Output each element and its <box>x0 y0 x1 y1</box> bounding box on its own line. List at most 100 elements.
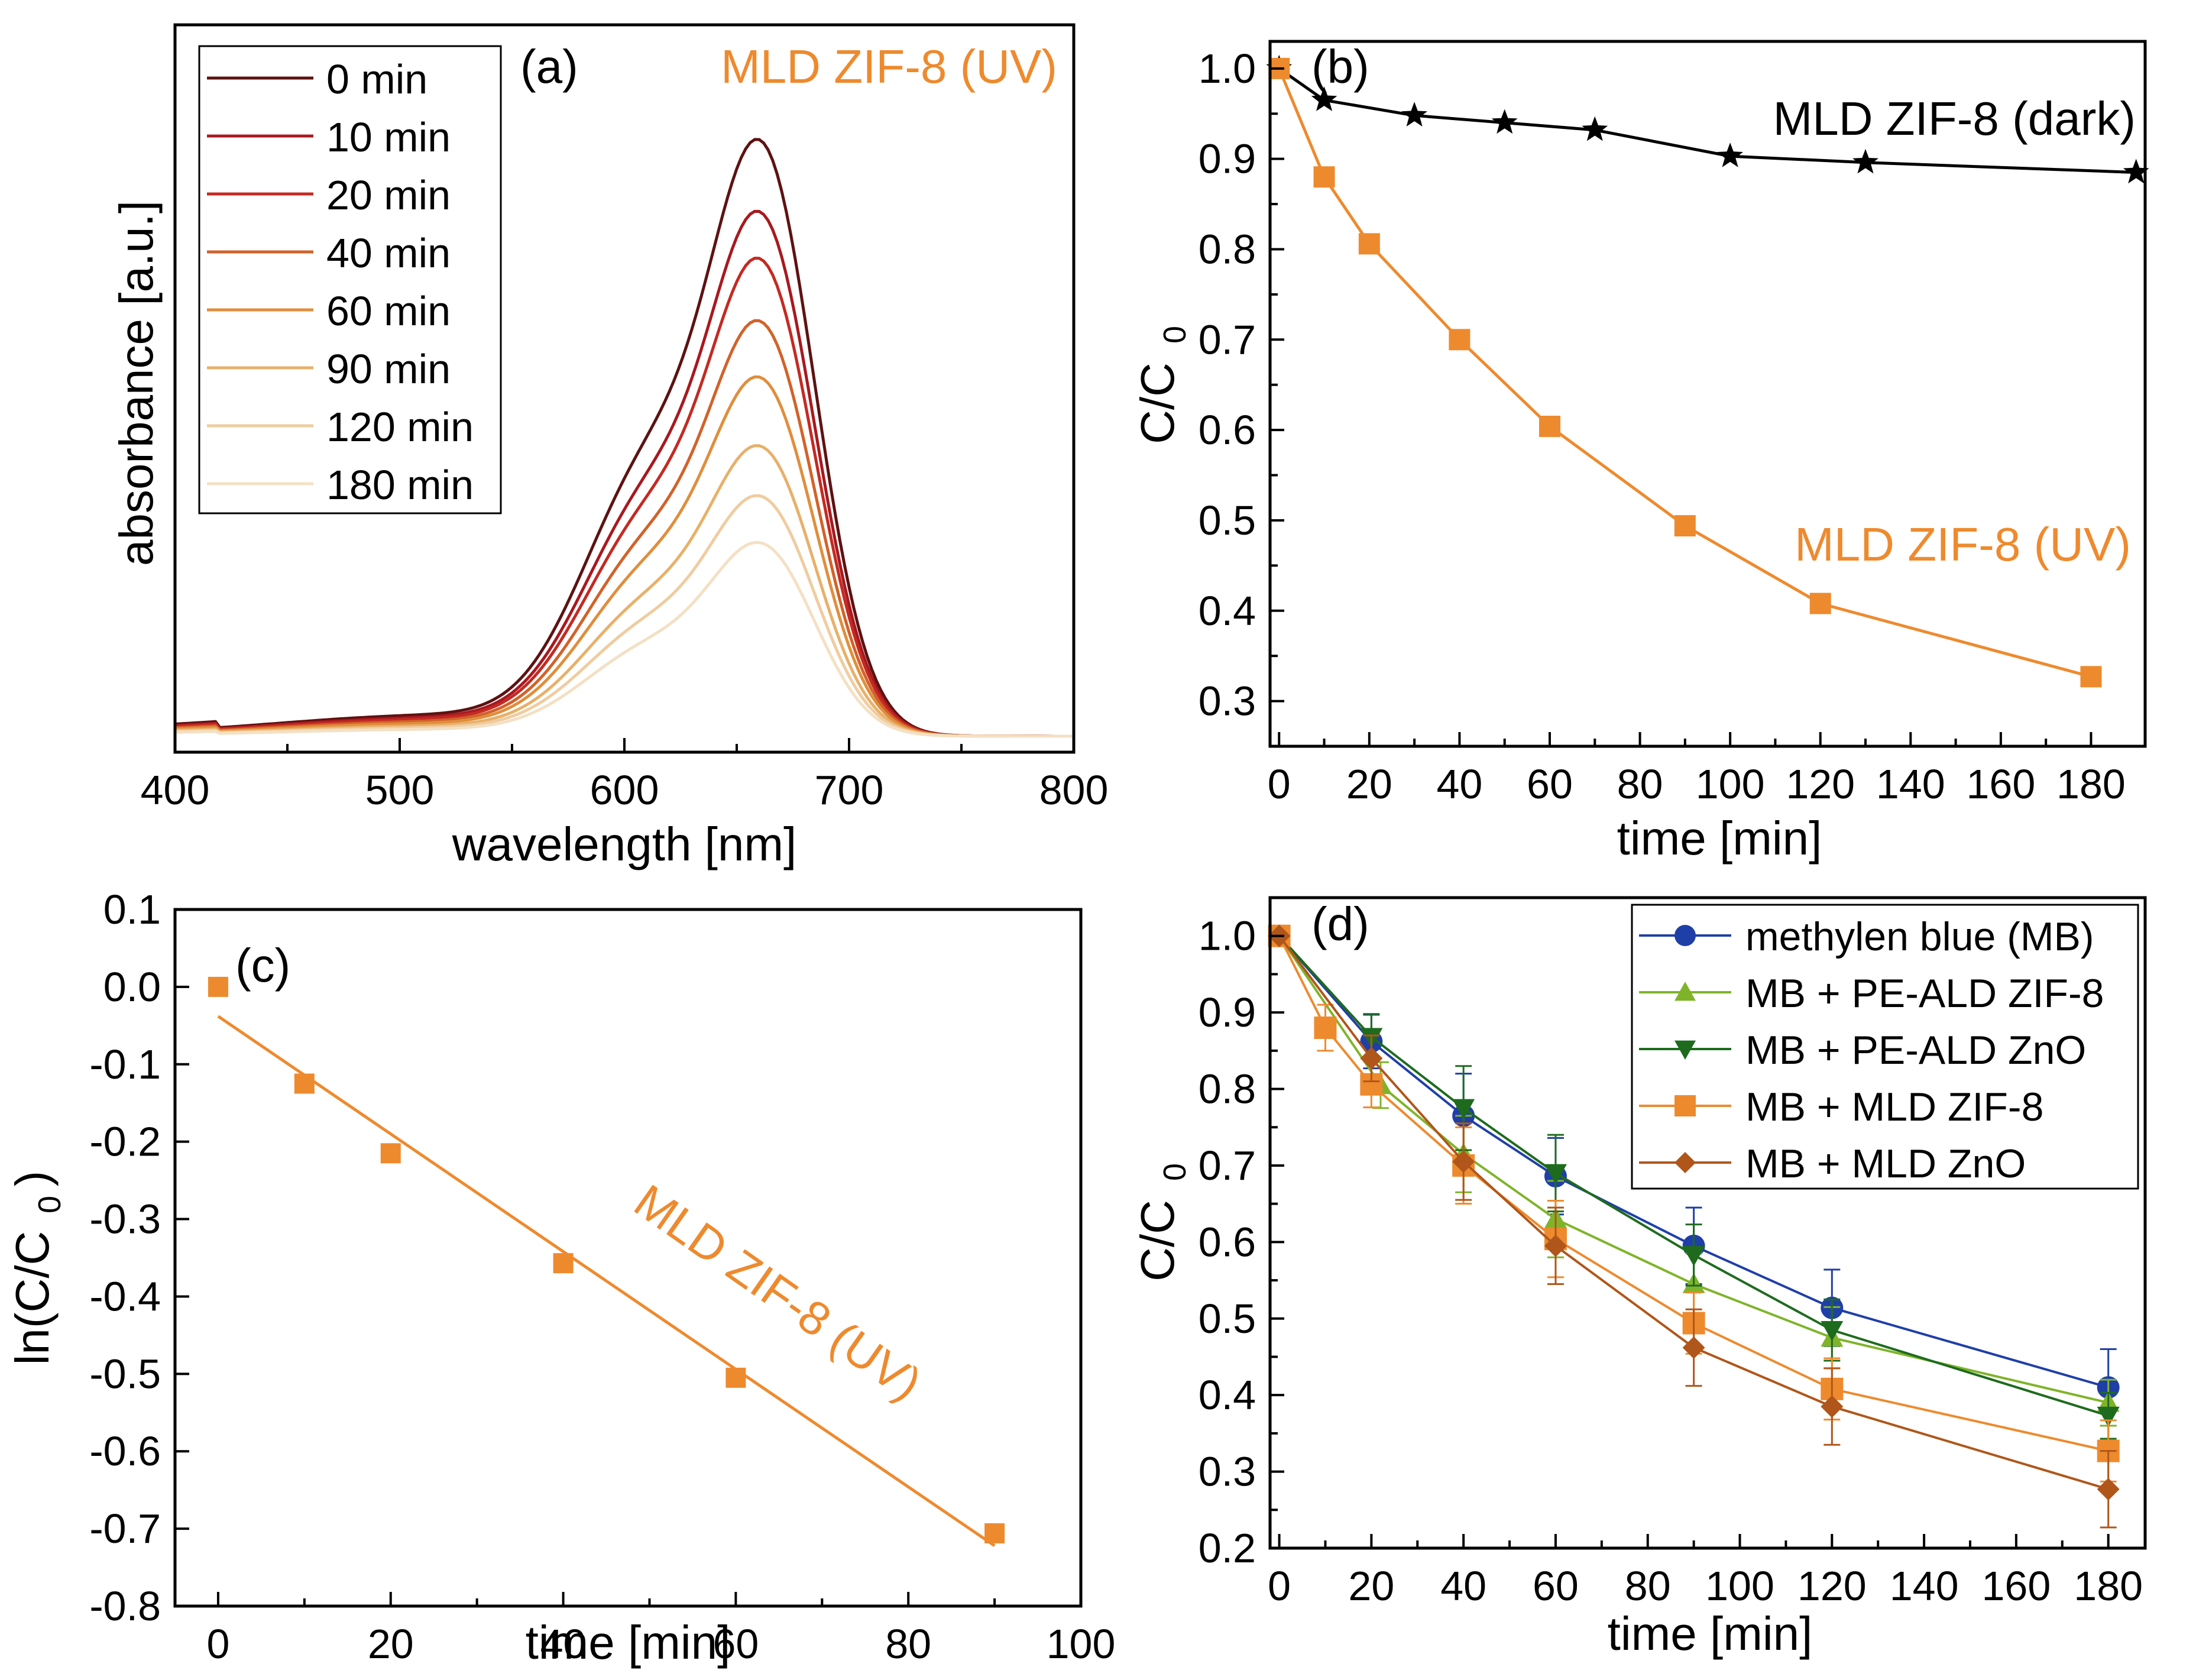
d-point <box>1682 1336 1705 1359</box>
c-y-axis-label: ln(C/C 0 ) <box>6 1171 67 1365</box>
d-x-tick-label: 160 <box>1981 1563 2051 1609</box>
a-x-tick-label: 800 <box>1039 767 1109 813</box>
b-y-axis-label-main: C/C <box>1131 362 1184 444</box>
a-x-tick-label: 600 <box>590 767 659 813</box>
d-point <box>2097 1478 2120 1501</box>
b-point <box>2123 158 2149 184</box>
a-x-tick-labels: 400 500 600 700 800 <box>141 767 1109 813</box>
c-y-tick-label: -0.7 <box>89 1506 161 1552</box>
d-y-axis-label: C/C 0 <box>1131 1163 1193 1281</box>
d-x-tick-label: 140 <box>1890 1563 1959 1609</box>
d-x-tick-label: 100 <box>1705 1563 1774 1609</box>
c-frame <box>173 908 1083 1608</box>
b-panel-tag: (b) <box>1311 40 1369 93</box>
b-x-tick-labels: 0 20 40 60 80 100 120 140 160 180 <box>1268 761 2126 807</box>
a-panel-tag: (a) <box>520 40 578 93</box>
d-point <box>1544 1164 1567 1184</box>
b-point <box>1582 116 1608 141</box>
panel-c: 0 20 40 60 80 100 0.1 0.0 -0.1 -0.2 -0.3 -0.4 -0.5 -… <box>6 886 1115 1669</box>
b-y-axis-label: C/C 0 <box>1131 326 1193 444</box>
b-y-axis-label-sub: 0 <box>1157 326 1193 344</box>
c-point <box>553 1253 574 1274</box>
d-x-tick-label: 40 <box>1440 1563 1486 1609</box>
b-point <box>1809 593 1831 614</box>
d-legend-marker <box>1674 982 1696 1001</box>
b-ticks <box>1270 67 2093 746</box>
d-point <box>1314 1017 1337 1039</box>
b-x-tick-label: 60 <box>1527 761 1573 807</box>
c-x-axis-label: time [min] <box>526 1616 731 1669</box>
b-line-0 <box>1278 67 2136 174</box>
b-point <box>1313 166 1335 188</box>
c-x-tick-label: 0 <box>206 1621 229 1667</box>
c-point <box>294 1073 315 1094</box>
c-y-tick-labels: 0.1 0.0 -0.1 -0.2 -0.3 -0.4 -0.5 -0.6 -0.7 -0.8 <box>89 886 161 1629</box>
d-point <box>1452 1099 1475 1119</box>
b-y-tick-label: 0.9 <box>1199 136 1256 182</box>
c-ticks <box>175 908 1082 1607</box>
c-y-axis-label-sub: 0 <box>32 1196 67 1213</box>
d-point <box>1682 1246 1705 1267</box>
a-legend-label: 90 min <box>326 346 451 392</box>
c-x-tick-label: 60 <box>712 1621 759 1667</box>
d-legend-marker <box>1674 1095 1696 1116</box>
b-y-tick-label: 1.0 <box>1199 46 1256 92</box>
d-frame <box>1268 896 2147 1550</box>
d-series <box>1268 924 2120 1529</box>
b-y-tick-label: 0.5 <box>1199 497 1256 543</box>
d-x-axis-label: time [min] <box>1608 1607 1813 1660</box>
c-y-tick-label: -0.8 <box>89 1583 161 1629</box>
d-point <box>1452 1150 1475 1173</box>
c-point <box>984 1523 1005 1543</box>
b-line-1 <box>1277 67 2092 678</box>
d-point <box>1360 1047 1383 1070</box>
b-x-tick-label: 180 <box>2056 761 2126 807</box>
d-panel-tag: (d) <box>1311 898 1369 950</box>
panel-a: 400 500 600 700 800 wavelength [nm] absorban… <box>110 23 1109 870</box>
b-point <box>1852 148 1878 174</box>
d-point <box>1821 1320 1844 1342</box>
d-legend-label: MB + MLD ZnO <box>1745 1141 2026 1186</box>
d-legend-marker <box>1674 1040 1696 1060</box>
a-legend-label: 120 min <box>326 404 474 450</box>
c-panel-tag: (c) <box>235 939 290 992</box>
a-legend-label: 0 min <box>326 56 427 102</box>
b-point <box>1491 109 1518 134</box>
d-y-tick-label: 0.5 <box>1199 1296 1256 1342</box>
b-x-tick-label: 140 <box>1876 761 1945 807</box>
d-y-tick-label: 0.4 <box>1199 1372 1256 1418</box>
d-y-tick-label: 0.8 <box>1199 1066 1256 1112</box>
c-y-tick-label: -0.1 <box>89 1041 161 1087</box>
c-y-tick-label: -0.4 <box>89 1273 161 1319</box>
d-point <box>1821 1395 1844 1418</box>
d-legend-label: MB + PE-ALD ZIF-8 <box>1745 971 2104 1016</box>
d-x-tick-labels: 0 20 40 60 80 100 120 140 160 180 <box>1268 1563 2143 1609</box>
b-x-tick-label: 120 <box>1786 761 1855 807</box>
b-y-tick-label: 0.4 <box>1199 588 1256 634</box>
b-frame <box>1268 40 2147 748</box>
a-legend-label: 180 min <box>326 462 474 508</box>
b-x-tick-label: 160 <box>1966 761 2035 807</box>
b-y-tick-label: 0.6 <box>1199 407 1256 453</box>
d-x-tick-label: 60 <box>1533 1563 1579 1609</box>
d-legend-box <box>1631 904 2139 1190</box>
d-x-tick-label: 20 <box>1348 1563 1394 1609</box>
c-annotation: MLD ZIF-8 (UV) <box>625 1174 931 1410</box>
c-y-tick-label: -0.5 <box>89 1351 161 1397</box>
d-legend-label: MB + MLD ZIF-8 <box>1745 1085 2043 1129</box>
b-x-axis-label: time [min] <box>1617 812 1822 865</box>
d-legend-marker <box>1674 1152 1696 1173</box>
c-x-tick-label: 100 <box>1047 1621 1116 1667</box>
b-x-tick-label: 100 <box>1696 761 1765 807</box>
a-x-tick-label: 700 <box>815 767 884 813</box>
c-point <box>208 976 228 997</box>
d-x-tick-label: 80 <box>1625 1563 1671 1609</box>
panel-b: 0 20 40 60 80 100 120 140 160 180 0.3 0.4 0.5 0.6 0.7… <box>1131 40 2149 865</box>
c-y-tick-label: 0.1 <box>103 886 161 933</box>
d-legend-marker <box>1674 925 1696 946</box>
d-legend-label: MB + PE-ALD ZnO <box>1745 1028 2086 1073</box>
b-point <box>1358 233 1380 255</box>
b-y-tick-label: 0.7 <box>1199 316 1256 362</box>
a-y-axis-label: absorbance [a.u.] <box>110 200 163 566</box>
